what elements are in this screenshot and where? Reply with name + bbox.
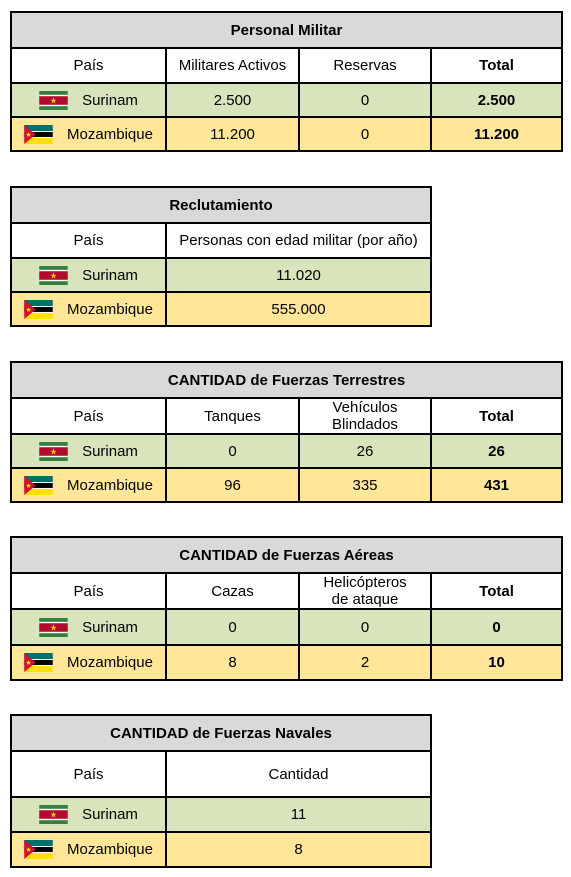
fuerzas-aereas-table: CANTIDAD de Fuerzas Aéreas País Cazas He…	[9, 536, 564, 681]
country-cell: Mozambique	[10, 291, 167, 327]
column-header-pais: País	[10, 47, 167, 84]
value-cell: 8	[164, 831, 433, 868]
value-cell: 11.020	[164, 257, 433, 293]
table-row: Surinam 0 0 0	[10, 608, 564, 646]
total-cell: 10	[429, 644, 564, 681]
country-cell: Mozambique	[10, 831, 167, 868]
table-title: CANTIDAD de Fuerzas Aéreas	[9, 536, 564, 574]
value-cell: 0	[165, 608, 300, 646]
table-title: Reclutamiento	[9, 186, 433, 224]
country-name: Surinam	[82, 266, 138, 284]
value-cell: 0	[298, 608, 432, 646]
table-row: Mozambique 96 335 431	[10, 467, 564, 503]
table-row: Mozambique 11.200 0 11.200	[10, 116, 564, 152]
mozambique-flag-icon	[24, 299, 53, 319]
surinam-flag-icon	[39, 265, 68, 285]
table-row: Mozambique 8	[10, 831, 433, 868]
column-header-cazas: Cazas	[165, 572, 300, 610]
country-name: Surinam	[82, 806, 138, 823]
table-title: CANTIDAD de Fuerzas Navales	[9, 714, 433, 752]
table-row: Mozambique 555.000	[10, 291, 433, 327]
personal-militar-table: Personal Militar País Militares Activos …	[9, 11, 564, 152]
country-cell: Mozambique	[10, 644, 167, 681]
value-cell: 11.200	[165, 116, 300, 152]
country-name: Mozambique	[67, 841, 153, 858]
country-cell: Surinam	[10, 257, 167, 293]
column-header-pais: País	[10, 572, 167, 610]
mozambique-flag-icon	[24, 475, 53, 495]
column-header-tanques: Tanques	[165, 397, 300, 435]
surinam-flag-icon	[39, 617, 68, 637]
value-cell: 2.500	[165, 82, 300, 118]
table-row: Mozambique 8 2 10	[10, 644, 564, 681]
country-name: Mozambique	[67, 654, 153, 671]
column-header-pais: País	[10, 750, 167, 798]
total-cell: 26	[429, 433, 564, 469]
value-cell: 8	[165, 644, 300, 681]
value-cell: 11	[164, 796, 433, 833]
country-cell: Surinam	[10, 82, 167, 118]
value-cell: 96	[165, 467, 300, 503]
country-name: Mozambique	[67, 300, 153, 318]
table-title: Personal Militar	[9, 11, 564, 49]
total-cell: 431	[429, 467, 564, 503]
table-title: CANTIDAD de Fuerzas Terrestres	[9, 361, 564, 399]
value-cell: 335	[298, 467, 432, 503]
value-cell: 26	[298, 433, 432, 469]
country-cell: Surinam	[10, 433, 167, 469]
value-cell: 0	[298, 82, 432, 118]
value-cell: 555.000	[164, 291, 433, 327]
value-cell: 0	[165, 433, 300, 469]
table-row: Surinam 11	[10, 796, 433, 833]
country-cell: Mozambique	[10, 116, 167, 152]
surinam-flag-icon	[39, 90, 68, 110]
column-header-total: Total	[429, 47, 564, 84]
mozambique-flag-icon	[24, 840, 53, 859]
country-cell: Surinam	[10, 796, 167, 833]
table-row: Surinam 11.020	[10, 257, 433, 293]
value-cell: 0	[298, 116, 432, 152]
country-name: Surinam	[82, 442, 138, 460]
table-row: Surinam 2.500 0 2.500	[10, 82, 564, 118]
country-name: Surinam	[82, 618, 138, 636]
column-header-cantidad: Cantidad	[164, 750, 433, 798]
country-cell: Surinam	[10, 608, 167, 646]
column-header-militares-activos: Militares Activos	[165, 47, 300, 84]
total-cell: 2.500	[429, 82, 564, 118]
column-header-pais: País	[10, 397, 167, 435]
country-name: Mozambique	[67, 125, 153, 143]
column-header-helicopteros-de-ataque: Helicópteros de ataque	[298, 572, 432, 610]
total-cell: 0	[429, 608, 564, 646]
fuerzas-navales-table: CANTIDAD de Fuerzas Navales País Cantida…	[9, 714, 433, 868]
column-header-personas-edad-militar: Personas con edad militar (por año)	[164, 222, 433, 259]
mozambique-flag-icon	[24, 653, 53, 672]
value-cell: 2	[298, 644, 432, 681]
total-cell: 11.200	[429, 116, 564, 152]
country-name: Surinam	[82, 91, 138, 109]
reclutamiento-table: Reclutamiento País Personas con edad mil…	[9, 186, 433, 327]
table-row: Surinam 0 26 26	[10, 433, 564, 469]
country-name: Mozambique	[67, 476, 153, 494]
mozambique-flag-icon	[24, 124, 53, 144]
country-cell: Mozambique	[10, 467, 167, 503]
column-header-total: Total	[429, 397, 564, 435]
column-header-vehiculos-blindados: Vehículos Blindados	[298, 397, 432, 435]
surinam-flag-icon	[39, 805, 68, 824]
column-header-reservas: Reservas	[298, 47, 432, 84]
surinam-flag-icon	[39, 441, 68, 461]
fuerzas-terrestres-table: CANTIDAD de Fuerzas Terrestres País Tanq…	[9, 361, 564, 503]
column-header-total: Total	[429, 572, 564, 610]
column-header-pais: País	[10, 222, 167, 259]
